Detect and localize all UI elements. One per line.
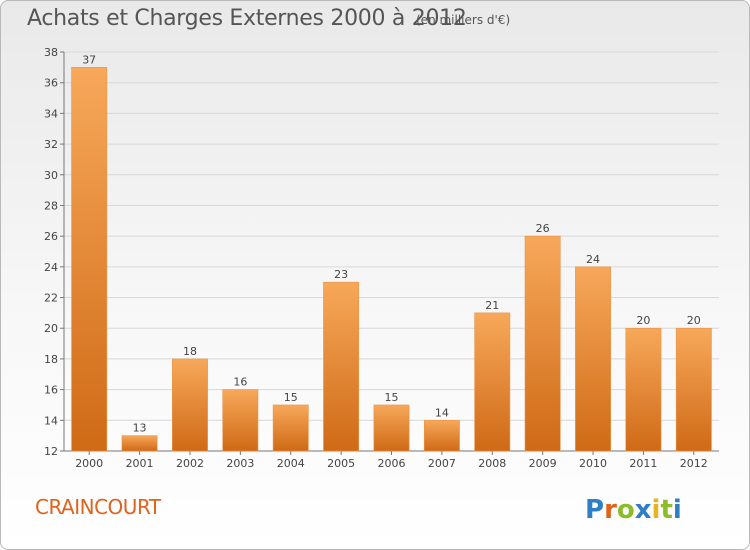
value-label-2001: 13 — [133, 422, 147, 435]
value-labels: 37 13 18 16 15 23 15 14 21 26 24 20 20 — [82, 53, 701, 434]
value-label-2012: 20 — [687, 314, 701, 327]
bar-2006 — [373, 404, 410, 452]
chart-unit-label: (en milliers d'€) — [416, 13, 511, 27]
y-tick-label: 36 — [44, 77, 58, 90]
x-tick-label-2009: 2009 — [529, 457, 557, 470]
value-label-2002: 18 — [183, 345, 197, 358]
bar-2005 — [323, 281, 360, 452]
bar-2001 — [121, 435, 158, 452]
value-label-2006: 15 — [385, 391, 399, 404]
chart-title: Achats et Charges Externes 2000 à 2012 — [27, 6, 467, 31]
value-label-2009: 26 — [536, 222, 550, 235]
x-tick-label-2003: 2003 — [226, 457, 254, 470]
x-tick-label-2010: 2010 — [579, 457, 607, 470]
bar-2012 — [675, 327, 712, 452]
commune-name: CRAINCOURT — [35, 495, 161, 519]
x-tick-label-2001: 2001 — [126, 457, 154, 470]
bar-2007 — [423, 420, 460, 452]
y-tick-label: 22 — [44, 292, 58, 305]
y-tick-label: 38 — [44, 46, 58, 59]
x-tick-label-2012: 2012 — [680, 457, 708, 470]
proxiti-logo: Proxiti — [585, 495, 682, 523]
y-tick-label: 26 — [44, 230, 58, 243]
y-tick-label: 32 — [44, 138, 58, 151]
bar-2010 — [575, 266, 611, 452]
value-label-2010: 24 — [586, 253, 600, 266]
value-label-2011: 20 — [636, 314, 650, 327]
y-tick-label: 12 — [44, 445, 58, 458]
bar-2000 — [71, 67, 108, 452]
x-tick-label-2002: 2002 — [176, 457, 204, 470]
y-tick-label: 28 — [44, 199, 58, 212]
bars — [71, 67, 712, 452]
y-tick-label: 18 — [44, 353, 58, 366]
x-tick-label-2004: 2004 — [277, 457, 305, 470]
value-label-2003: 16 — [233, 376, 247, 389]
y-tick-label: 34 — [44, 107, 58, 120]
y-tick-label: 14 — [44, 414, 58, 427]
value-label-2007: 14 — [435, 406, 449, 419]
value-label-2004: 15 — [284, 391, 298, 404]
x-tick-label-2005: 2005 — [327, 457, 355, 470]
x-tick-label-2011: 2011 — [629, 457, 657, 470]
value-label-2005: 23 — [334, 268, 348, 281]
bar-2004 — [272, 404, 309, 452]
bar-2009 — [524, 235, 561, 452]
x-tick-label-2008: 2008 — [478, 457, 506, 470]
bar-2003 — [222, 389, 259, 452]
bar-2008 — [474, 312, 511, 452]
x-tick-label-2000: 2000 — [75, 457, 103, 470]
x-tick-label-2006: 2006 — [378, 457, 406, 470]
bar-2002 — [172, 358, 208, 452]
svg-text:Proxiti: Proxiti — [585, 495, 682, 523]
y-tick-label: 24 — [44, 261, 58, 274]
x-tick-label-2007: 2007 — [428, 457, 456, 470]
y-tick-label: 16 — [44, 384, 58, 397]
axes: 12 14 16 18 20 22 24 26 28 30 32 34 36 38 2000 2001 2002… — [44, 46, 719, 470]
value-label-2008: 21 — [485, 299, 499, 312]
bar-2011 — [625, 327, 662, 452]
y-tick-label: 30 — [44, 169, 58, 182]
y-tick-label: 20 — [44, 322, 58, 335]
value-label-2000: 37 — [82, 53, 96, 66]
